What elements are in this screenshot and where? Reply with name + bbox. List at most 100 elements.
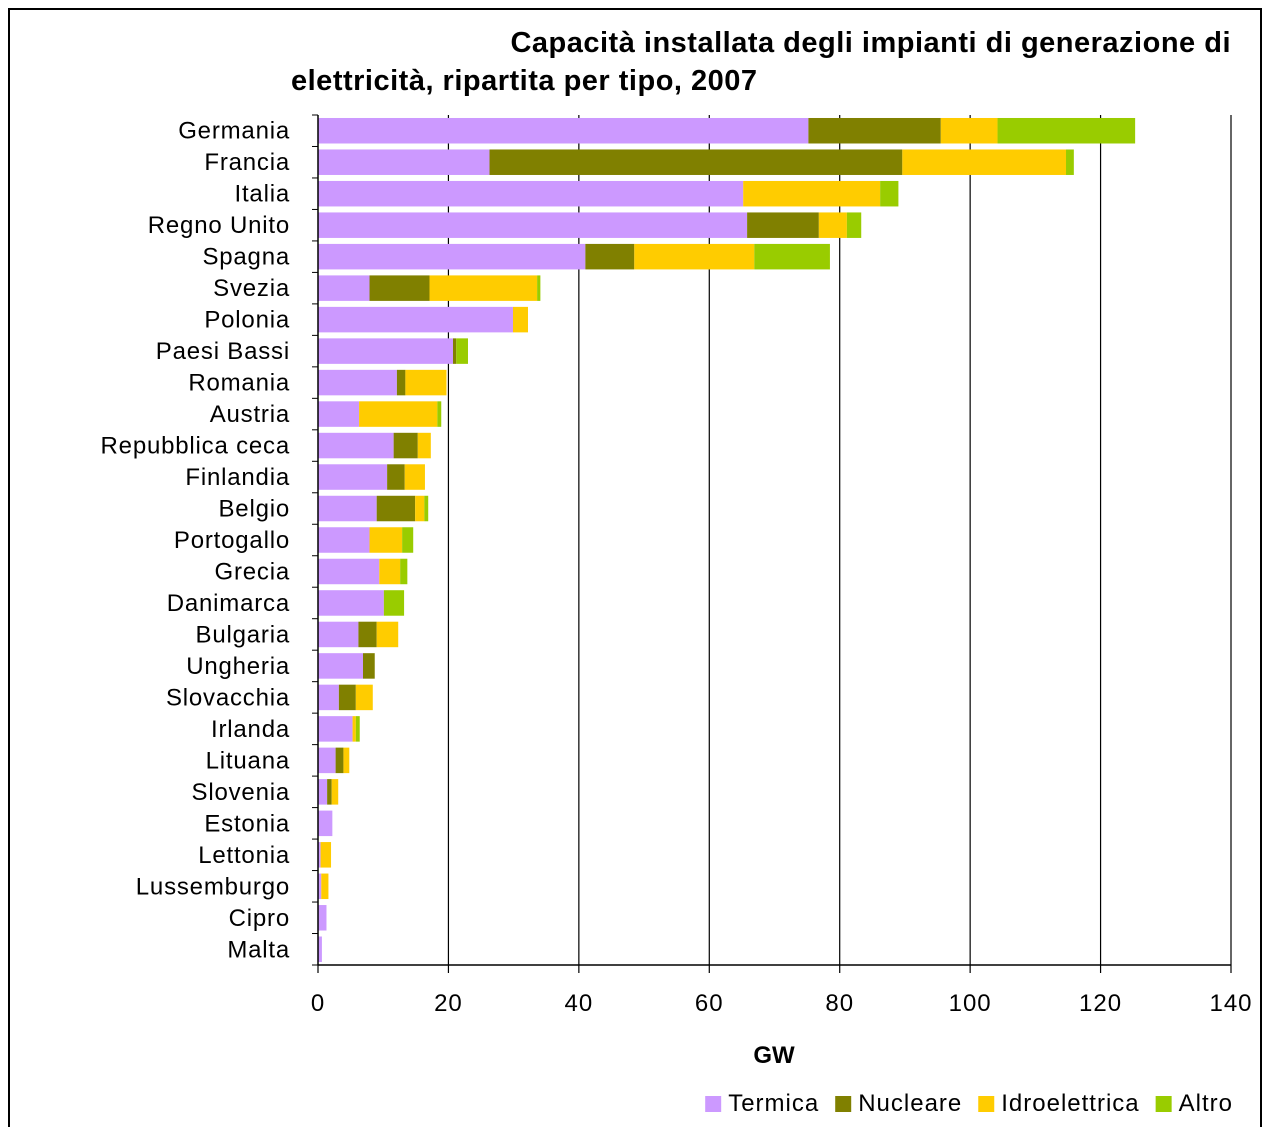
bar-termica-bulgaria [318,621,359,648]
category-label-svezia: Svezia [213,275,290,302]
bar-nucleare-paesi-bassi [452,338,457,364]
bar-termica-svezia [318,275,370,301]
bar-termica-slovenia [318,779,328,805]
bar-nucleare-bulgaria [358,621,377,648]
bar-idroelettrica-lituana [343,747,350,774]
bar-idroelettrica-polonia [512,306,528,333]
bar-termica-slovacchia [318,684,339,711]
bar-altro-irlanda [355,716,360,742]
bar-idroelettrica-slovenia [331,779,339,805]
bar-altro-paesi-bassi [456,338,468,364]
bar-altro-italia [880,180,899,207]
bar-termica-germania [318,117,809,144]
bar-idroelettrica-grecia [379,558,401,585]
bar-termica-portogallo [318,527,370,553]
legend-swatch-altro [1155,1096,1172,1112]
x-axis-label: GW [753,1042,795,1069]
bar-altro-grecia [400,558,408,585]
x-tick-label-40: 40 [565,990,594,1017]
legend-swatch-nucleare [835,1096,852,1112]
bar-termica-grecia [318,558,380,585]
legend: Termica Nucleare Idroelettrica Altro [705,1090,1233,1117]
bar-nucleare-germania [808,117,941,144]
category-label-lettonia: Lettonia [198,842,290,869]
bar-nucleare-francia [489,149,903,175]
category-label-italia: Italia [235,181,291,208]
bar-termica-irlanda [318,716,353,742]
category-label-grecia: Grecia [215,558,291,585]
bar-nucleare-romania [396,369,406,396]
category-label-francia: Francia [204,149,290,176]
category-label-spagna: Spagna [202,244,290,271]
bar-altro-regno-unito [846,212,862,238]
x-tick-label-0: 0 [311,990,325,1017]
bar-nucleare-lituana [335,747,344,774]
legend-label-altro: Altro [1179,1090,1233,1117]
x-tick-label-140: 140 [1209,990,1252,1017]
bar-termica-lituana [318,747,336,774]
category-label-estonia: Estonia [204,810,290,837]
bar-termica-austria [318,401,360,427]
bar-termica-belgio [318,495,377,522]
chart-title-line-1: Capacità installata degli impianti di ge… [510,27,1231,59]
bar-idroelettrica-austria [359,401,438,427]
x-tick-label-100: 100 [949,990,992,1017]
bar-altro-svezia [537,275,541,301]
category-label-belgio: Belgio [218,496,290,523]
bar-idroelettrica-spagna [634,243,755,270]
bar-nucleare-finlandia [387,464,405,490]
legend-label-idroelettrica: Idroelettrica [1001,1090,1139,1117]
bar-idroelettrica-lettonia [320,842,332,868]
bar-idroelettrica-svezia [429,275,538,301]
bar-termica-ungheria [318,653,363,679]
bar-idroelettrica-belgio [415,495,425,522]
bar-nucleare-repubblica-ceca [393,432,418,459]
bar-idroelettrica-finlandia [404,464,425,490]
bar-termica-estonia [318,810,333,837]
x-tick-label-60: 60 [695,990,724,1017]
chart-title-line-2: elettricità, ripartita per tipo, 2007 [291,65,758,97]
bars [318,117,1136,963]
category-label-danimarca: Danimarca [167,590,290,617]
category-label-lituana: Lituana [206,747,290,774]
category-label-portogallo: Portogallo [174,527,290,554]
bar-nucleare-belgio [376,495,416,522]
bar-altro-danimarca [383,590,405,616]
legend-swatch-termica [705,1096,722,1112]
bar-nucleare-regno-unito [747,212,819,238]
bar-nucleare-svezia [369,275,430,301]
bar-idroelettrica-romania [405,369,447,396]
category-label-germania: Germania [178,118,290,145]
category-label-malta: Malta [227,936,290,963]
bar-termica-finlandia [318,464,388,490]
bar-termica-romania [318,369,397,396]
bar-idroelettrica-germania [940,117,998,144]
bar-termica-cipro [318,905,327,931]
bar-idroelettrica-slovacchia [355,684,373,711]
category-label-slovacchia: Slovacchia [166,684,290,711]
legend-swatch-idroelettrica [978,1096,995,1112]
category-label-romania: Romania [188,370,290,397]
category-label-repubblica-ceca: Repubblica ceca [101,433,290,460]
bar-termica-regno-unito [318,212,748,238]
category-label-irlanda: Irlanda [211,716,290,743]
bar-idroelettrica-francia [902,149,1067,175]
x-tick-labels: 0 20 40 60 80 100 120 140 [311,990,1252,1017]
bar-altro-austria [437,401,442,427]
category-label-ungheria: Ungheria [186,653,290,680]
legend-label-nucleare: Nucleare [858,1090,962,1117]
category-label-polonia: Polonia [204,307,290,334]
bar-idroelettrica-regno-unito [818,212,847,238]
bar-altro-francia [1066,149,1074,175]
bar-termica-lettonia [318,842,321,868]
bar-idroelettrica-bulgaria [376,621,399,648]
bar-nucleare-slovenia [327,779,332,805]
bar-termica-danimarca [318,590,384,616]
bar-nucleare-spagna [585,243,635,270]
legend-label-termica: Termica [728,1090,819,1117]
category-label-austria: Austria [210,401,290,428]
bar-termica-paesi-bassi [318,338,453,364]
bar-termica-malta [318,936,322,963]
grid-lines [447,115,1232,965]
bar-altro-portogallo [402,527,414,553]
